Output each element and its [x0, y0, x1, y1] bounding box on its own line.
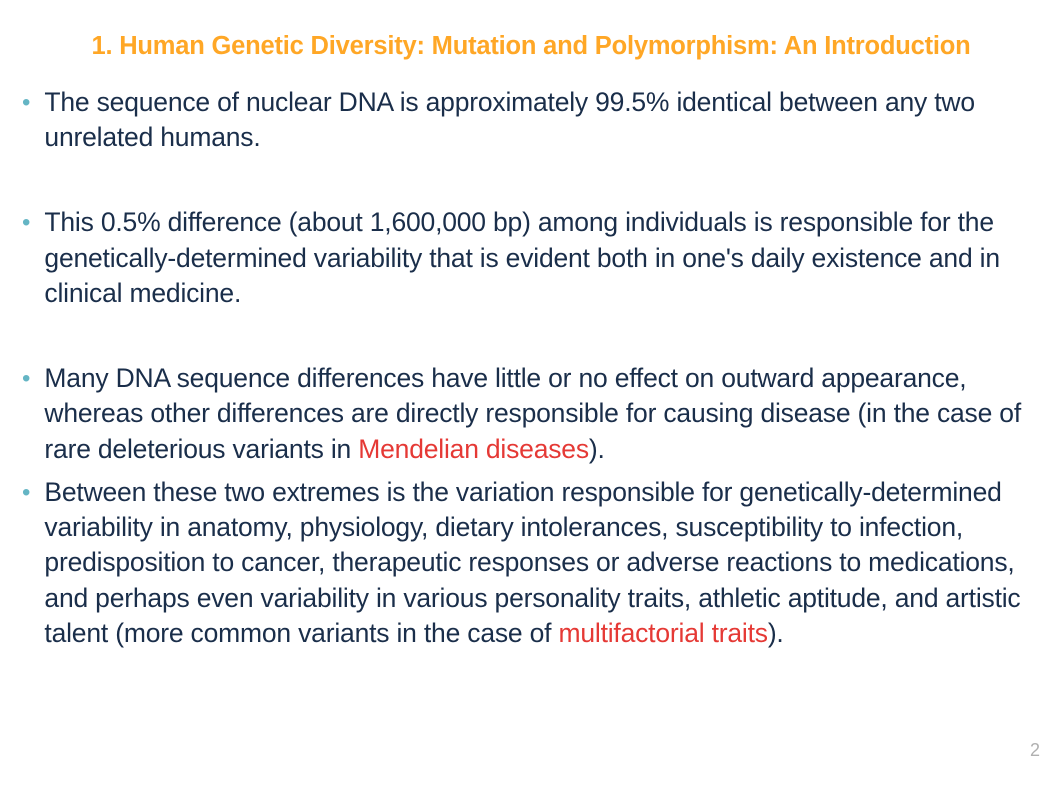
bullet-text-part: ). [589, 434, 605, 464]
bullet-item-1: • The sequence of nuclear DNA is approxi… [18, 85, 1044, 155]
bullet-text-part: ). [768, 618, 784, 648]
slide-title: 1. Human Genetic Diversity: Mutation and… [18, 32, 1044, 61]
page-number: 2 [1030, 740, 1040, 761]
bullet-marker-icon: • [22, 475, 30, 511]
highlight-multifactorial: multifactorial traits [558, 618, 767, 648]
bullet-text: Between these two extremes is the variat… [44, 475, 1044, 651]
bullet-list: • The sequence of nuclear DNA is approxi… [18, 85, 1044, 651]
bullet-item-2: • This 0.5% difference (about 1,600,000 … [18, 205, 1044, 311]
bullet-text-part: Between these two extremes is the variat… [44, 477, 1020, 648]
bullet-text: Many DNA sequence differences have littl… [44, 361, 1044, 467]
bullet-item-4: • Between these two extremes is the vari… [18, 475, 1044, 651]
bullet-text: This 0.5% difference (about 1,600,000 bp… [44, 205, 1044, 311]
bullet-marker-icon: • [22, 85, 30, 121]
bullet-marker-icon: • [22, 361, 30, 397]
bullet-text: The sequence of nuclear DNA is approxima… [44, 85, 1044, 155]
bullet-item-3: • Many DNA sequence differences have lit… [18, 361, 1044, 467]
highlight-mendelian: Mendelian diseases [358, 434, 589, 464]
bullet-marker-icon: • [22, 205, 30, 241]
